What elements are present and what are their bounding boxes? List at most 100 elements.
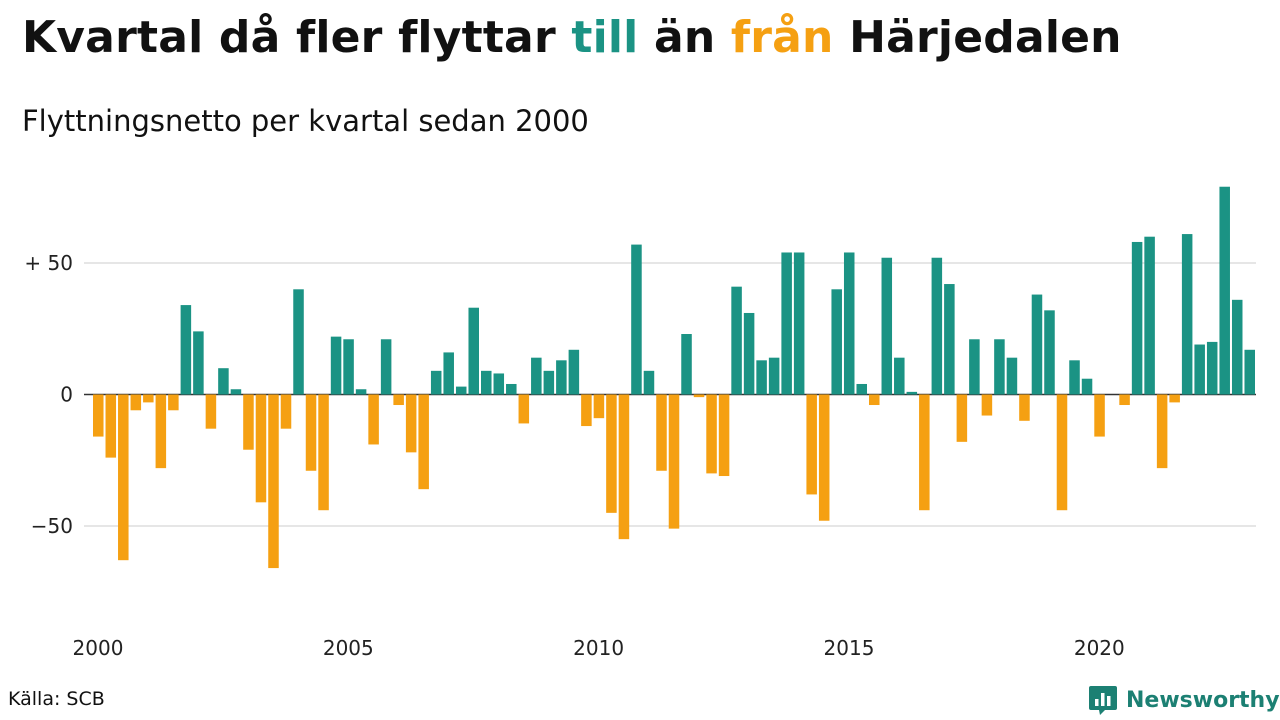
- bar: [568, 349, 580, 395]
- brand-logo: Newsworthy: [1088, 684, 1280, 716]
- newsworthy-logo-icon: [1089, 686, 1117, 715]
- bar: [668, 394, 680, 529]
- bar: [455, 386, 467, 395]
- bar: [944, 284, 955, 395]
- bar: [1031, 294, 1043, 395]
- bar: [1044, 310, 1055, 395]
- bar: [718, 394, 730, 477]
- bar: [981, 394, 993, 416]
- brand-name: Newsworthy: [1126, 687, 1280, 713]
- bar: [481, 370, 492, 395]
- bar: [793, 252, 805, 395]
- bar: [1119, 394, 1130, 406]
- chart-subtitle: Flyttningsnetto per kvartal sedan 2000: [22, 104, 589, 138]
- bar: [305, 394, 317, 471]
- bar: [806, 394, 817, 495]
- bar-chart: + 50 0 −50 2000 2005 2010 2015 2020: [24, 186, 1256, 660]
- title-text-2: än: [638, 12, 731, 63]
- bar: [143, 394, 154, 403]
- bar: [768, 357, 780, 395]
- bar: [168, 394, 179, 411]
- bar: [556, 360, 567, 395]
- bar: [118, 394, 129, 561]
- x-axis-tick-labels: 2000 2005 2010 2015 2020: [73, 636, 1125, 660]
- bar: [731, 286, 742, 395]
- bar: [894, 357, 905, 395]
- x-tick-label: 2010: [573, 636, 624, 660]
- bar: [656, 394, 667, 471]
- y-axis-tick-labels: + 50 0 −50: [24, 251, 73, 538]
- bar: [1131, 241, 1143, 395]
- bar: [843, 252, 855, 395]
- bar: [405, 394, 417, 453]
- bar: [781, 252, 792, 395]
- bar: [631, 244, 642, 395]
- y-tick-label: 0: [60, 383, 73, 407]
- bar: [756, 360, 767, 395]
- bar: [606, 394, 617, 513]
- bar: [881, 257, 893, 395]
- bar: [230, 389, 242, 395]
- x-tick-label: 2015: [824, 636, 875, 660]
- title-text-1: Kvartal då fler flyttar: [22, 12, 572, 63]
- bar: [994, 339, 1005, 395]
- title-text-3: Härjedalen: [833, 12, 1122, 63]
- bar: [1019, 394, 1030, 421]
- bar: [1194, 344, 1205, 395]
- bar: [643, 370, 655, 395]
- bar: [1219, 186, 1230, 395]
- bar: [280, 394, 292, 429]
- bar: [869, 394, 880, 406]
- bar: [418, 394, 429, 490]
- bar: [1081, 378, 1093, 395]
- bar: [681, 334, 692, 395]
- bar: [330, 336, 342, 395]
- bar: [818, 394, 830, 521]
- bar: [318, 394, 329, 511]
- bar: [193, 331, 204, 395]
- bar: [1169, 394, 1180, 403]
- bar: [969, 339, 980, 395]
- bar: [355, 389, 367, 395]
- bar: [531, 357, 542, 395]
- bar: [343, 339, 354, 395]
- x-tick-label: 2000: [73, 636, 124, 660]
- bar: [906, 391, 918, 395]
- bar: [743, 312, 755, 395]
- bar: [618, 394, 630, 540]
- bar: [581, 394, 592, 427]
- bar: [506, 383, 517, 395]
- bar: [693, 394, 705, 398]
- bar: [919, 394, 930, 511]
- bar: [1056, 394, 1068, 511]
- bar: [368, 394, 379, 445]
- bar: [1156, 394, 1168, 469]
- bar: [931, 257, 943, 395]
- bar: [293, 289, 304, 395]
- bar: [430, 370, 442, 395]
- bar: [1094, 394, 1105, 437]
- bar: [180, 305, 192, 395]
- y-tick-label: −50: [31, 514, 73, 538]
- bar: [1206, 341, 1218, 395]
- bar: [393, 394, 404, 406]
- bar: [543, 370, 555, 395]
- bars: [93, 186, 1255, 569]
- bar: [105, 394, 117, 458]
- bar: [93, 394, 104, 437]
- bar: [856, 383, 867, 395]
- bar: [468, 307, 479, 395]
- bar: [130, 394, 142, 411]
- bar: [205, 394, 217, 429]
- bar: [706, 394, 717, 474]
- chart-title: Kvartal då fler flyttar till än från Här…: [22, 12, 1122, 63]
- bar: [1069, 360, 1080, 395]
- bar: [1181, 234, 1193, 395]
- bar: [1144, 236, 1155, 395]
- title-highlight-out: från: [730, 12, 834, 63]
- bar: [593, 394, 605, 419]
- bar: [831, 289, 842, 395]
- bar: [493, 373, 505, 395]
- bar: [155, 394, 167, 469]
- bar: [1244, 349, 1255, 395]
